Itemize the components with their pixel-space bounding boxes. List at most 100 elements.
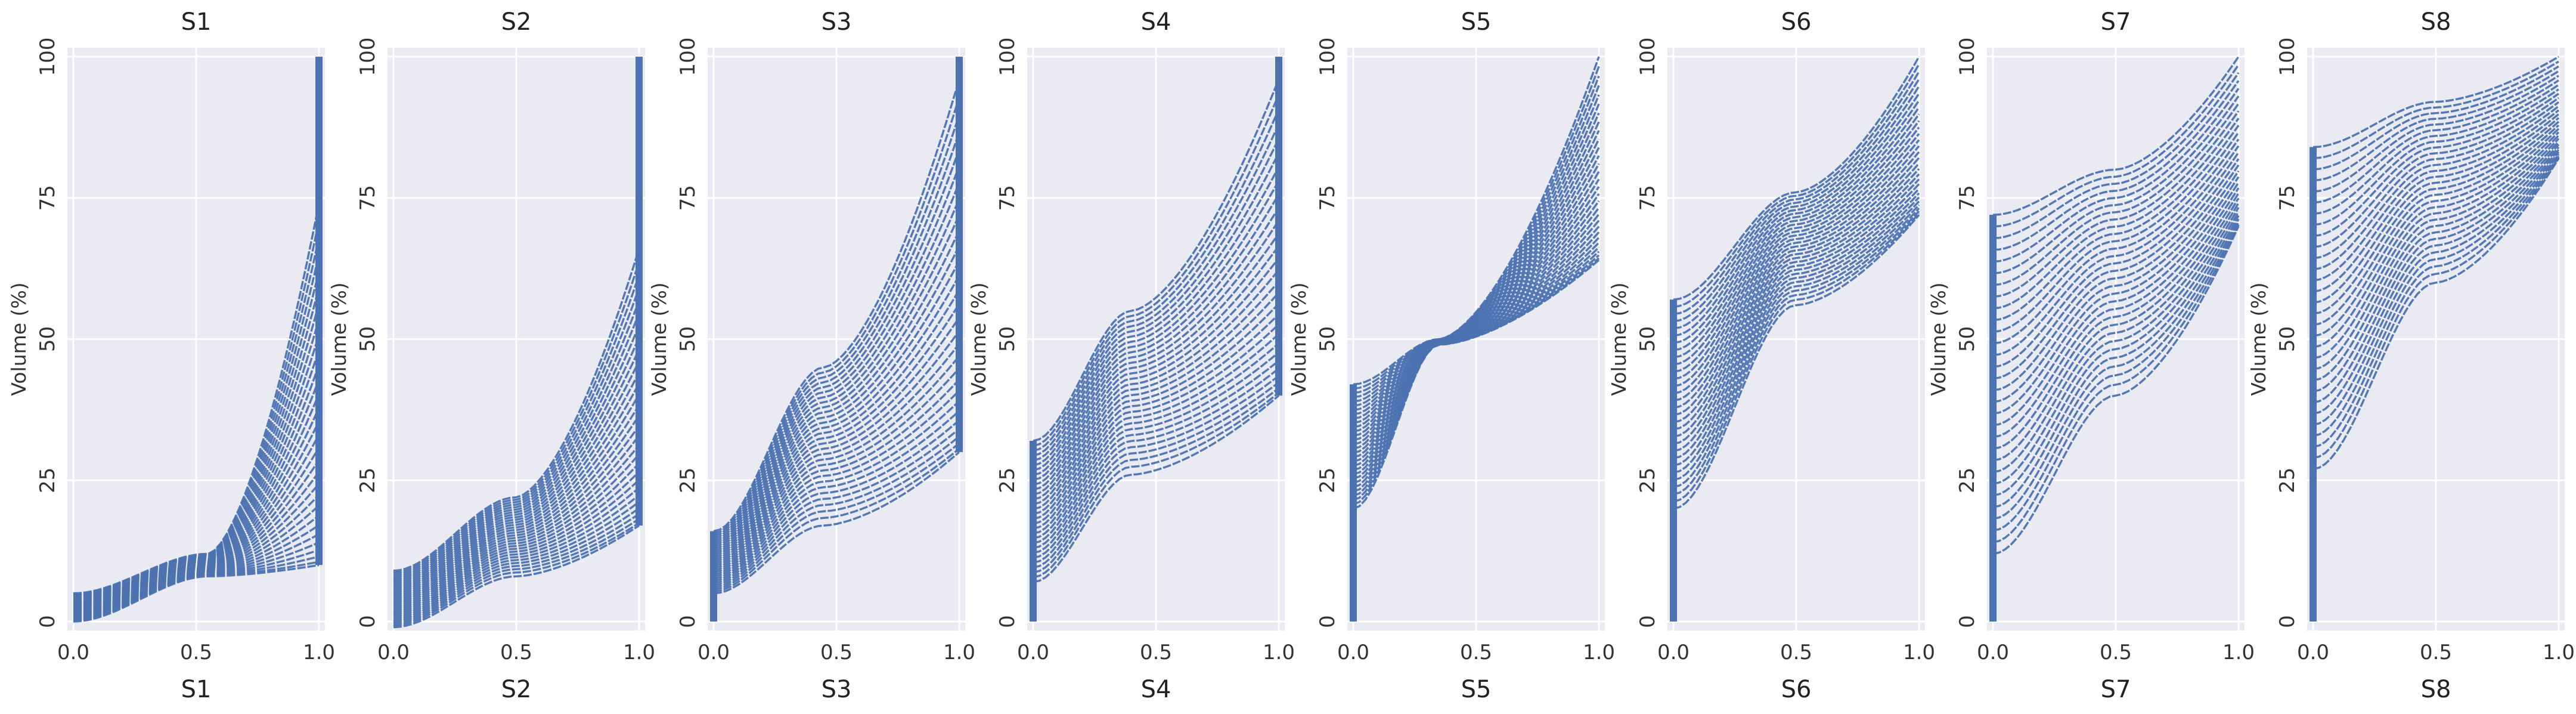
series-line: [1673, 178, 1920, 438]
y-tick-label: 50: [356, 326, 380, 352]
series-line: [73, 203, 320, 595]
x-tick-label: 0.0: [698, 641, 730, 664]
x-axis-label: S3: [822, 676, 852, 703]
x-axis-label: S1: [181, 676, 212, 703]
x-tick-label: 0.0: [1657, 641, 1690, 664]
x-tick-label: 0.5: [2100, 641, 2132, 664]
series-line: [713, 410, 960, 582]
series-line: [1033, 109, 1280, 452]
series-line: [2312, 120, 2560, 315]
x-tick-label: 0.0: [377, 641, 410, 664]
series-line: [2312, 138, 2560, 370]
y-tick-label: 25: [1316, 468, 1340, 493]
series-curves: [1030, 57, 1282, 622]
series-line: [1992, 80, 2240, 251]
series-line: [1673, 106, 1920, 351]
series-line: [1673, 183, 1920, 445]
series-line: [1992, 103, 2240, 286]
y-tick-label: 0: [2276, 615, 2299, 628]
series-line: [1353, 130, 1600, 420]
series-line: [713, 355, 960, 571]
series-line: [393, 507, 640, 621]
x-tick-label: 1.0: [2543, 641, 2575, 664]
y-tick-label: 50: [36, 326, 60, 352]
series-line: [1673, 71, 1920, 316]
x-tick-label: 0.5: [820, 641, 853, 664]
series-line: [1992, 197, 2240, 462]
y-axis-label: Volume (%): [647, 282, 671, 395]
series-line: [393, 248, 640, 572]
series-line: [713, 245, 960, 554]
series-line: [393, 274, 640, 576]
series-line: [713, 131, 960, 539]
series-line: [713, 97, 960, 534]
series-line: [2312, 155, 2560, 448]
series-line: [713, 379, 960, 576]
series-line: [1033, 392, 1280, 579]
x-tick-label: 0.0: [57, 641, 89, 664]
y-tick-label: 0: [676, 615, 700, 628]
series-line: [1673, 168, 1920, 424]
x-tick-label: 0.5: [2420, 641, 2452, 664]
series-line: [1673, 196, 1920, 466]
series-line: [1992, 138, 2240, 345]
series-line: [1033, 269, 1280, 511]
series-line: [393, 394, 640, 595]
series-line: [1992, 192, 2240, 450]
panel-8: S8 0.0 0.5 1.0 S8 0 25 50 75 100 Volume (%): [2247, 8, 2575, 703]
series-line: [1673, 204, 1920, 481]
y-tick-label: 100: [2276, 38, 2299, 76]
series-line: [393, 404, 640, 597]
y-tick-label: 50: [2276, 326, 2299, 352]
series-line: [393, 288, 640, 578]
series-line: [1033, 123, 1280, 457]
series-line: [1992, 145, 2240, 357]
series-line: [1992, 72, 2240, 240]
series-line: [713, 428, 960, 586]
series-line: [1033, 193, 1280, 481]
series-line: [1033, 367, 1280, 559]
series-line: [713, 275, 960, 558]
series-line: [1033, 233, 1280, 496]
series-line: [2312, 134, 2560, 359]
series-line: [2312, 75, 2559, 193]
series-line: [393, 500, 640, 619]
y-tick-label: 100: [996, 38, 1019, 76]
panel-title: S2: [501, 8, 532, 36]
y-tick-label: 75: [1636, 185, 1660, 211]
x-tick-label: 1.0: [2222, 641, 2255, 664]
series-line: [1673, 100, 1920, 344]
series-line: [1673, 145, 1920, 395]
series-curves: [1670, 56, 1920, 622]
panel-5: S5 0.0 0.5 1.0 S5 0 25 50 75 100 Volume (%): [1287, 8, 1615, 703]
y-tick-label: 25: [356, 468, 380, 493]
series-line: [1353, 186, 1600, 450]
series-line: [1033, 94, 1280, 447]
series-line: [1992, 211, 2240, 497]
panel-6: S6 0.0 0.5 1.0 S6 0 25 50 75 100 Volume (%): [1607, 8, 1935, 703]
series-line: [1673, 214, 1920, 510]
y-tick-label: 50: [1316, 326, 1340, 352]
series-line: [1033, 166, 1280, 471]
series-curves: [393, 57, 643, 629]
series-line: [2312, 55, 2559, 149]
series-line: [1992, 225, 2240, 555]
series-line: [1673, 200, 1920, 474]
y-tick-label: 75: [1316, 185, 1340, 211]
y-tick-label: 25: [2276, 468, 2299, 493]
series-line: [713, 149, 960, 541]
series-line: [2312, 131, 2560, 348]
series-line: [1673, 188, 1920, 452]
series-line: [1673, 207, 1920, 489]
series-line: [1992, 170, 2240, 403]
series-line: [393, 348, 640, 588]
series-line: [2312, 84, 2559, 215]
series-line: [1033, 245, 1280, 500]
y-tick-label: 100: [1316, 38, 1340, 76]
series-line: [1992, 56, 2240, 216]
series-line: [713, 451, 960, 595]
x-tick-label: 0.5: [180, 641, 212, 664]
series-line: [713, 317, 960, 565]
series-line: [1033, 387, 1280, 574]
series-line: [1353, 138, 1600, 424]
